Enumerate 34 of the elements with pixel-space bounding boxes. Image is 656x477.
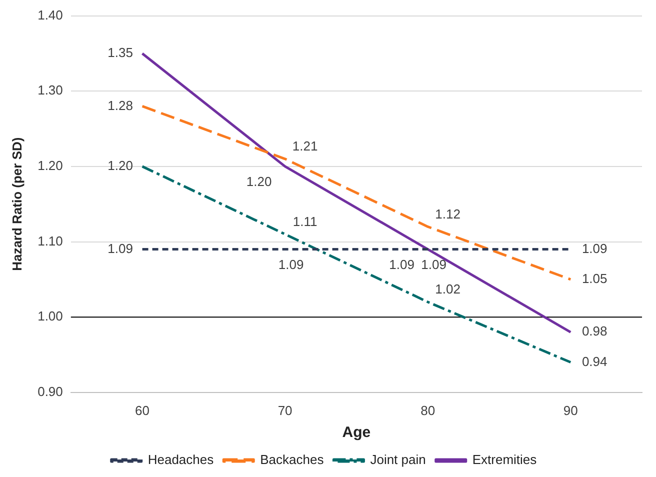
data-label: 1.21 bbox=[292, 138, 318, 154]
line-series bbox=[141, 104, 572, 281]
data-label: 1.12 bbox=[435, 206, 460, 222]
data-label: 1.20 bbox=[108, 158, 133, 174]
x-axis-title: Age bbox=[342, 424, 371, 442]
x-tick-label: 90 bbox=[563, 402, 578, 418]
data-label: 0.98 bbox=[582, 324, 608, 339]
legend-label: Headaches bbox=[148, 452, 214, 468]
y-tick-label: 1.00 bbox=[38, 308, 63, 324]
y-tick-label: 0.90 bbox=[38, 384, 63, 399]
y-tick-label: 1.40 bbox=[38, 7, 63, 22]
y-tick-label: 1.10 bbox=[38, 233, 63, 248]
x-tick-label: 60 bbox=[135, 402, 150, 418]
data-label: 1.02 bbox=[435, 282, 460, 297]
data-label: 1.09 bbox=[582, 240, 608, 256]
legend-label: Extremities bbox=[472, 452, 538, 468]
y-tick-label: 1.20 bbox=[38, 158, 63, 174]
y-axis-title: Hazard Ratio (per SD) bbox=[9, 137, 24, 271]
data-label: 1.09 bbox=[108, 240, 133, 256]
data-label: 1.35 bbox=[108, 45, 133, 60]
x-tick-label: 80 bbox=[420, 402, 436, 418]
x-tick-label: 70 bbox=[278, 402, 292, 418]
data-label: 1.09 bbox=[278, 256, 304, 272]
data-label: 1.28 bbox=[108, 98, 133, 113]
legend-label: Backaches bbox=[260, 452, 324, 468]
data-label: 1.09 bbox=[421, 256, 446, 272]
y-tick-label: 1.30 bbox=[38, 82, 63, 98]
data-label: 1.05 bbox=[582, 271, 608, 286]
data-label: 1.09 bbox=[389, 256, 414, 272]
line-series bbox=[141, 165, 572, 364]
data-label: 1.11 bbox=[292, 214, 318, 229]
legend-label: Joint pain bbox=[370, 452, 426, 468]
data-label: 1.20 bbox=[246, 174, 272, 190]
data-label: 0.94 bbox=[582, 354, 608, 369]
